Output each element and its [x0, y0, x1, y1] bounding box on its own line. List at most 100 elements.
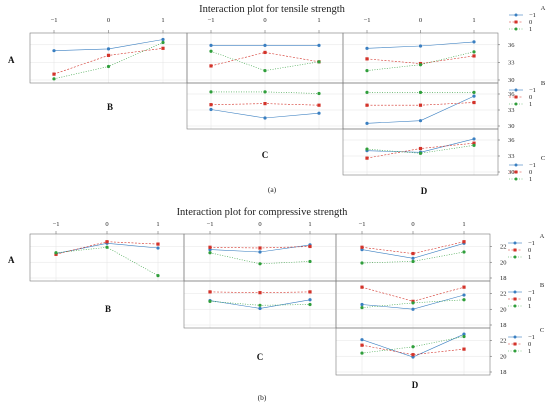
data-point — [258, 291, 262, 295]
data-point — [462, 298, 466, 302]
x-tick-label: −1 — [364, 17, 371, 24]
legend-entry-label: 1 — [528, 348, 531, 355]
data-point — [462, 293, 466, 297]
panel-C-D: 18 20 22 — [335, 327, 507, 376]
legend-swatch-marker — [513, 290, 517, 294]
data-point — [418, 44, 423, 48]
data-point — [411, 345, 415, 349]
data-point — [472, 141, 476, 145]
data-point — [365, 156, 369, 160]
x-tick-label: 0 — [411, 221, 414, 228]
legend-title: A — [540, 233, 545, 240]
data-point — [209, 103, 213, 107]
data-point — [52, 72, 56, 76]
data-point — [418, 63, 423, 67]
x-tick-label: 1 — [308, 221, 311, 228]
data-point — [105, 245, 109, 249]
legend-title: B — [541, 80, 546, 87]
legend-C: C −101 — [509, 155, 545, 183]
figure-b-plot-area: −1 0 1 −1 0 1 −1 0 1182022182022182022A−101B−101… — [29, 221, 545, 376]
legend-entry-label: −1 — [528, 240, 535, 247]
data-point — [308, 290, 312, 294]
legend-entry-label: 0 — [529, 94, 532, 101]
data-point — [462, 285, 466, 289]
data-point — [411, 307, 415, 311]
data-point — [411, 256, 415, 260]
data-point — [418, 151, 423, 155]
y-tick-label: 36 — [508, 137, 515, 144]
legend-entry-label: −1 — [528, 289, 535, 296]
y-tick-label: 22 — [500, 338, 507, 345]
data-point — [308, 302, 312, 307]
legend-entry-label: −1 — [528, 334, 535, 341]
data-point — [462, 332, 466, 336]
data-point — [472, 40, 476, 44]
legend-title: C — [541, 155, 545, 162]
panel-B-D: 18 20 22 — [335, 280, 507, 329]
data-point — [317, 43, 321, 47]
data-point — [472, 143, 476, 147]
data-point — [263, 43, 267, 47]
legend-entry-label: −1 — [529, 87, 536, 94]
data-point — [106, 47, 111, 51]
data-point — [472, 100, 476, 105]
legend-B: B −101 — [508, 282, 545, 310]
data-point — [258, 303, 262, 307]
data-point — [360, 245, 364, 249]
data-point — [411, 353, 415, 357]
panel-A-C — [186, 32, 344, 84]
data-point — [105, 240, 109, 244]
data-point — [258, 306, 262, 311]
x-tick-label: 0 — [105, 221, 108, 228]
data-point — [418, 119, 423, 123]
series-line — [366, 145, 475, 154]
figure-b-diag-label-B: B — [105, 304, 111, 314]
figure-b-title: Interaction plot for compressive strengt… — [177, 207, 349, 218]
x-tick-label: 1 — [472, 17, 475, 24]
data-point — [258, 262, 262, 266]
legend-swatch-marker — [513, 342, 517, 346]
data-point — [472, 90, 476, 94]
x-tick-label: −1 — [359, 221, 366, 228]
legend-entry-label: 1 — [528, 303, 531, 310]
legend-swatch-marker — [514, 27, 518, 31]
y-tick-label: 36 — [508, 91, 515, 98]
legend-C: C −101 — [508, 327, 544, 355]
data-point — [258, 250, 262, 254]
data-point — [52, 49, 56, 53]
data-point — [472, 50, 476, 54]
figure-a: Interaction plot for tensile strength (a… — [8, 4, 546, 196]
data-point — [317, 111, 321, 115]
figure-a-diag-label-C: C — [262, 150, 269, 160]
y-tick-label: 33 — [508, 60, 515, 67]
figure-b: Interaction plot for compressive strengt… — [8, 207, 545, 402]
legend-swatch-marker — [514, 88, 518, 92]
data-point — [263, 50, 267, 55]
x-tick-label: −1 — [53, 221, 60, 228]
data-point — [161, 37, 165, 42]
legend-swatch-marker — [513, 255, 517, 259]
data-point — [411, 259, 415, 264]
data-point — [209, 90, 213, 94]
data-point — [156, 242, 160, 246]
figure-b-diag-label-D: D — [412, 380, 419, 390]
x-tick-label: 0 — [419, 17, 422, 24]
panel-frame — [335, 327, 491, 376]
data-point — [462, 347, 466, 351]
y-tick-label: 18 — [500, 275, 507, 282]
data-point — [308, 259, 312, 264]
legend-swatch-marker — [514, 163, 518, 167]
data-point — [365, 147, 369, 151]
panel-frame — [342, 128, 499, 176]
data-point — [360, 343, 364, 347]
figure-b-diag-label-C: C — [257, 352, 264, 362]
legend-B: B −101 — [509, 80, 546, 108]
x-tick-label: 0 — [107, 17, 110, 24]
legend-swatch-marker — [514, 20, 518, 24]
y-tick-label: 18 — [500, 322, 507, 329]
legend-A: A −101 — [509, 5, 546, 33]
x-tick-label: −1 — [208, 17, 215, 24]
y-tick-label: 20 — [500, 259, 507, 266]
data-point — [365, 57, 369, 61]
